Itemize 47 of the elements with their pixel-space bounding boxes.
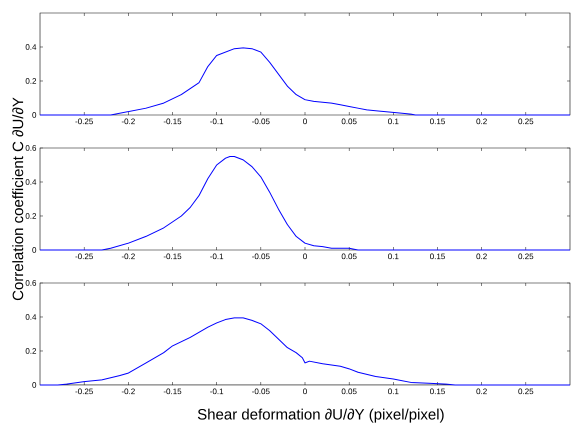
y-tick-label: 0 [32, 112, 36, 118]
y-tick-label: 0.4 [26, 44, 36, 50]
x-tick-label: -0.05 [252, 118, 270, 124]
y-tick-label: 0.4 [26, 179, 36, 185]
x-tick-label: -0.1 [210, 254, 224, 260]
y-tick-label: 0 [32, 382, 36, 388]
x-tick-label: 0.2 [476, 254, 487, 260]
x-tick-label: 0.25 [518, 254, 534, 260]
x-tick-label: -0.2 [122, 254, 135, 260]
x-tick-label: 0.15 [430, 388, 445, 394]
x-tick-label: 0.25 [518, 118, 534, 124]
x-tick-label: 0.15 [430, 118, 445, 124]
x-tick-label: 0.05 [342, 118, 357, 124]
x-tick-label: 0.25 [518, 388, 534, 394]
x-tick-label: 0.1 [388, 118, 399, 124]
x-tick-label: -0.1 [210, 388, 224, 394]
x-tick-label: -0.05 [252, 388, 270, 394]
line-series [40, 156, 570, 250]
x-tick-label: -0.25 [75, 254, 93, 260]
x-tick-label: -0.05 [252, 254, 270, 260]
x-tick-label: -0.25 [75, 388, 93, 394]
x-tick-label: 0 [303, 118, 307, 124]
x-tick-label: 0.2 [476, 388, 487, 394]
x-tick-label: -0.25 [75, 118, 93, 124]
x-tick-label: -0.2 [122, 388, 135, 394]
x-tick-label: -0.15 [164, 254, 182, 260]
x-tick-label: -0.2 [122, 118, 135, 124]
x-tick-label: -0.1 [210, 118, 224, 124]
y-tick-label: 0.6 [26, 145, 36, 151]
x-tick-label: 0.15 [430, 254, 445, 260]
x-tick-label: 0.1 [388, 254, 399, 260]
y-tick-label: 0.2 [26, 78, 36, 84]
x-tick-label: -0.15 [164, 388, 182, 394]
x-tick-label: 0.1 [388, 388, 399, 394]
x-axis-title: Shear deformation ∂U/∂Y (pixel/pixel) [198, 408, 444, 423]
x-tick-label: 0.05 [342, 254, 357, 260]
x-tick-label: 0 [303, 388, 307, 394]
y-tick-label: 0.4 [26, 314, 36, 320]
x-tick-label: 0.2 [476, 118, 487, 124]
x-tick-label: 0 [303, 254, 307, 260]
y-tick-label: 0.2 [26, 348, 36, 354]
x-tick-label: -0.15 [164, 118, 182, 124]
x-tick-label: 0.05 [342, 388, 357, 394]
y-axis-title: Correlation coefficient C ∂U/∂Y [12, 97, 24, 300]
y-tick-label: 0.2 [26, 213, 36, 219]
y-tick-label: 0 [32, 247, 36, 253]
y-tick-label: 0.6 [26, 280, 36, 286]
